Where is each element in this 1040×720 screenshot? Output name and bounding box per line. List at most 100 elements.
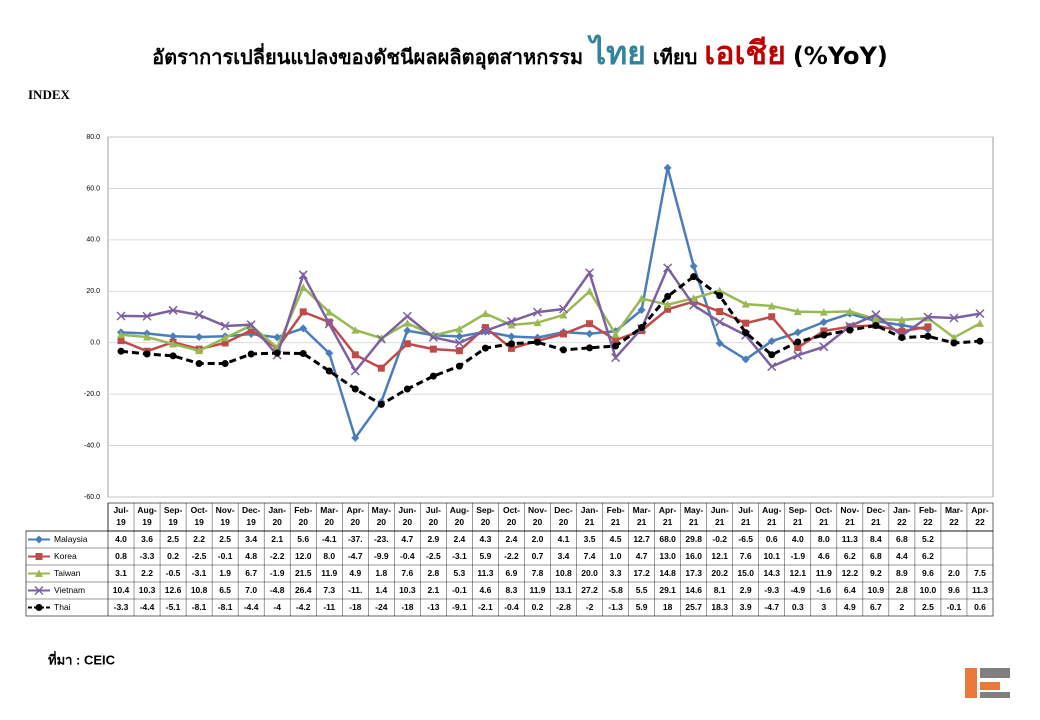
x-tick-label-part: 21 (741, 517, 751, 527)
data-label: 20.0 (581, 568, 598, 578)
x-tick-label-part: 20 (481, 517, 491, 527)
y-tick-label: 80.0 (86, 134, 100, 141)
data-label: 68.0 (659, 534, 676, 544)
data-label: 20.2 (711, 568, 728, 578)
series (116, 263, 985, 376)
marker (299, 324, 308, 333)
marker (923, 312, 933, 322)
data-label: 14.3 (763, 568, 780, 578)
series (117, 298, 932, 372)
data-label: 10.4 (113, 585, 130, 595)
data-label: 8.0 (323, 551, 335, 561)
marker (35, 604, 43, 611)
data-label: -4.4 (244, 602, 259, 612)
marker (428, 332, 438, 342)
data-label: 0.6 (766, 534, 778, 544)
marker (273, 349, 281, 357)
data-label: -3.1 (452, 551, 467, 561)
marker (612, 336, 620, 344)
marker (507, 320, 516, 329)
data-label: -13 (427, 602, 440, 612)
x-tick-label-part: Jun- (711, 505, 729, 515)
x-tick-label-part: 21 (793, 517, 803, 527)
marker (715, 317, 725, 327)
data-label: -2.8 (556, 602, 571, 612)
data-label: 3.4 (245, 534, 257, 544)
x-tick-label-part: 19 (142, 517, 152, 527)
data-label: -8.1 (218, 602, 233, 612)
x-tick-label-part: Aug- (450, 505, 470, 515)
x-tick-label-part: 20 (533, 517, 543, 527)
x-tick-label-part: Mar- (633, 505, 651, 515)
data-label: 3.1 (115, 568, 127, 578)
marker (793, 328, 802, 337)
x-tick-label-part: Feb- (919, 505, 937, 515)
data-label: 18 (663, 602, 673, 612)
marker (532, 307, 543, 317)
marker (664, 292, 672, 300)
marker (350, 366, 360, 376)
data-label: 4.3 (480, 534, 492, 544)
data-label: 7.0 (245, 585, 257, 595)
marker (560, 346, 568, 354)
data-label: 12.6 (165, 585, 182, 595)
x-tick-label: Mar- 20 (320, 505, 338, 527)
data-label: 3 (821, 602, 826, 612)
data-label: 12.1 (790, 568, 807, 578)
series-line (120, 274, 981, 407)
y-tick-label: -60.0 (84, 494, 100, 501)
x-tick-label-part: Jul- (113, 505, 128, 515)
data-label: 7.8 (532, 568, 544, 578)
marker (194, 310, 204, 320)
data-label: 6.8 (896, 534, 908, 544)
x-tick-label: Nov- 19 (216, 505, 235, 527)
x-tick-label: Apr- 22 (971, 505, 989, 527)
data-label: -3.3 (114, 602, 129, 612)
data-label: -9.1 (452, 602, 467, 612)
data-label: 12.0 (295, 551, 312, 561)
x-tick-label: Sep- 19 (164, 505, 183, 527)
data-label: -0.4 (504, 602, 519, 612)
title-mid: เทียบ (652, 45, 698, 69)
data-label: 10.8 (555, 568, 572, 578)
x-tick-label: May- 21 (684, 505, 704, 527)
marker (247, 350, 255, 358)
data-label: 13.0 (659, 551, 676, 561)
data-label: 9.6 (922, 568, 934, 578)
marker (220, 321, 230, 331)
x-tick-label: Feb- 20 (294, 505, 312, 527)
marker (429, 345, 437, 353)
marker (351, 326, 360, 334)
x-tick-label: Dec- 20 (554, 505, 573, 527)
data-label: 29.1 (659, 585, 676, 595)
marker (898, 334, 906, 342)
x-tick-label-part: 20 (507, 517, 517, 527)
marker (298, 270, 308, 280)
data-label: -18 (349, 602, 362, 612)
data-label: -0.1 (452, 585, 467, 595)
marker (845, 307, 854, 315)
marker (586, 320, 594, 328)
series-line (120, 167, 929, 441)
marker (299, 283, 308, 291)
marker (560, 330, 568, 338)
marker (689, 262, 698, 271)
data-label: 6.4 (844, 585, 856, 595)
data-label: 1.4 (375, 585, 387, 595)
data-label: 3.4 (558, 551, 570, 561)
data-label: -0.1 (947, 602, 962, 612)
marker (117, 337, 125, 345)
data-label: -8.1 (192, 602, 207, 612)
x-tick-label-part: Nov- (216, 505, 235, 515)
data-label: -4.9 (790, 585, 805, 595)
data-label: 4.0 (792, 534, 804, 544)
marker (402, 311, 412, 321)
marker (612, 342, 620, 350)
x-tick-label: Jul- 19 (113, 505, 128, 527)
data-label: -4 (273, 602, 281, 612)
x-tick-label-part: 21 (767, 517, 777, 527)
data-label: 10.8 (191, 585, 208, 595)
marker (169, 332, 178, 341)
data-label: 2 (900, 602, 905, 612)
